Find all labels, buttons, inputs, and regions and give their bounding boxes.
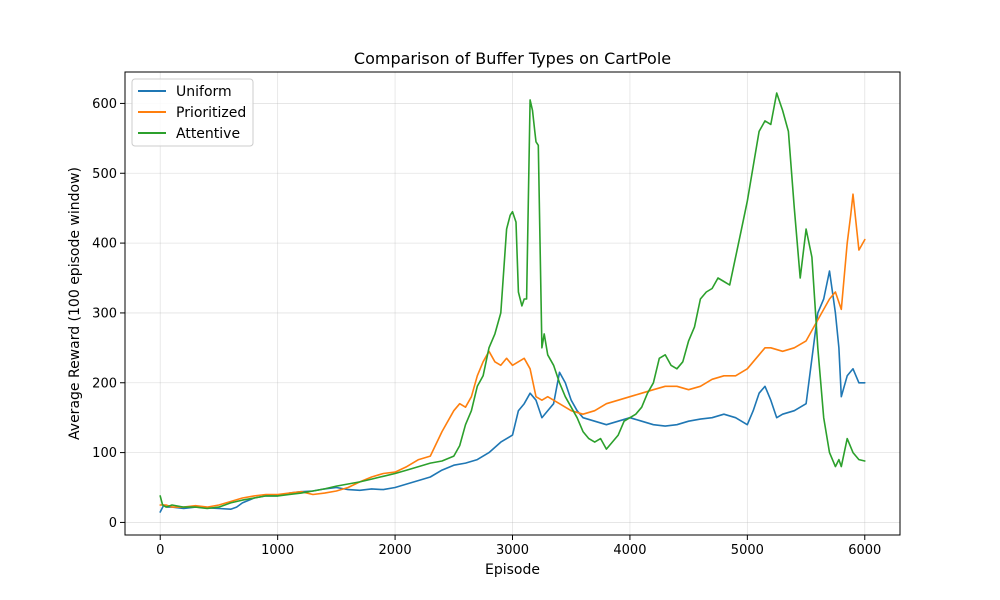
x-axis-ticks: 0 1000 2000 3000 4000 5000 6000 <box>156 535 881 558</box>
y-tick-label: 500 <box>92 167 117 182</box>
grid <box>125 72 900 535</box>
legend-label-attentive: Attentive <box>176 126 240 142</box>
series-lines <box>159 92 866 513</box>
y-tick-label: 200 <box>92 376 117 391</box>
x-tick-label: 3000 <box>496 543 529 558</box>
y-tick-label: 0 <box>109 516 117 531</box>
y-axis-ticks: 0 100 200 300 400 500 600 <box>92 97 125 531</box>
y-tick-label: 600 <box>92 97 117 112</box>
x-tick-label: 1000 <box>261 543 294 558</box>
y-tick-label: 100 <box>92 446 117 461</box>
legend: Uniform Prioritized Attentive <box>131 78 254 147</box>
x-tick-label: 6000 <box>848 543 881 558</box>
chart-title: Comparison of Buffer Types on CartPole <box>354 49 671 68</box>
legend-box <box>131 78 254 147</box>
x-tick-label: 2000 <box>379 543 412 558</box>
x-tick-label: 4000 <box>613 543 646 558</box>
x-tick-label: 0 <box>156 543 164 558</box>
y-axis-label: Average Reward (100 episode window) <box>67 167 83 440</box>
x-axis-label: Episode <box>485 562 540 578</box>
legend-label-uniform: Uniform <box>176 84 232 100</box>
series-line-prioritized <box>159 193 866 508</box>
series-line-attentive <box>159 92 866 510</box>
legend-label-prioritized: Prioritized <box>176 105 246 121</box>
x-tick-label: 5000 <box>731 543 764 558</box>
y-tick-label: 300 <box>92 306 117 321</box>
y-tick-label: 400 <box>92 237 117 252</box>
